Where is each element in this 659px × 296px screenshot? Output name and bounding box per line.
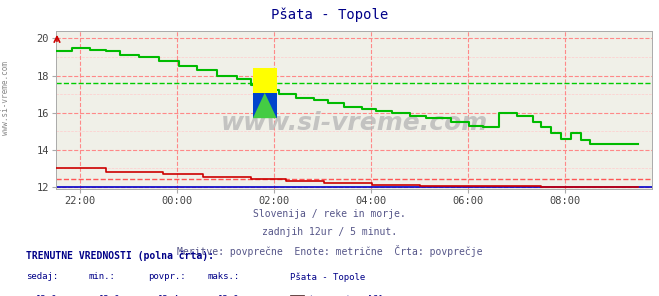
Polygon shape [253,93,277,118]
Text: www.si-vreme.com: www.si-vreme.com [221,111,488,135]
Text: sedaj:: sedaj: [26,272,59,281]
Text: zadnjih 12ur / 5 minut.: zadnjih 12ur / 5 minut. [262,227,397,237]
Text: min.:: min.: [89,272,116,281]
Text: 12,0: 12,0 [36,295,58,296]
Text: maks.:: maks.: [208,272,240,281]
Text: TRENUTNE VREDNOSTI (polna črta):: TRENUTNE VREDNOSTI (polna črta): [26,250,214,260]
Text: www.si-vreme.com: www.si-vreme.com [1,61,10,135]
Text: Meritve: povprečne  Enote: metrične  Črta: povprečje: Meritve: povprečne Enote: metrične Črta:… [177,245,482,258]
Text: 12,0: 12,0 [99,295,121,296]
Text: Slovenija / reke in morje.: Slovenija / reke in morje. [253,209,406,219]
Text: temperatura[C]: temperatura[C] [308,295,384,296]
Text: Pšata - Topole: Pšata - Topole [271,7,388,22]
Text: 13,0: 13,0 [217,295,239,296]
Text: 12,4: 12,4 [158,295,180,296]
Polygon shape [253,93,277,118]
Text: Pšata - Topole: Pšata - Topole [290,272,365,282]
Polygon shape [253,67,277,93]
Text: povpr.:: povpr.: [148,272,186,281]
